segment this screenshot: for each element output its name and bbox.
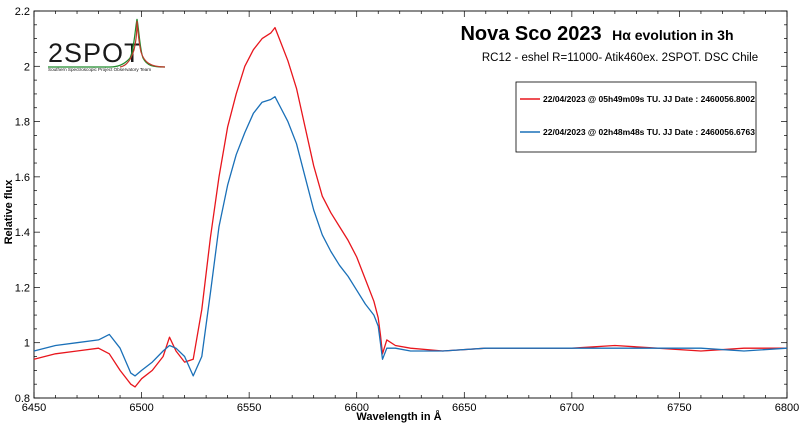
y-tick-label: 1.2	[15, 282, 30, 294]
y-tick-label: 1	[24, 338, 30, 350]
legend-label-1: 22/04/2023 @ 05h49m09s TU. JJ Date : 246…	[543, 94, 755, 104]
y-tick-label: 2.2	[15, 6, 30, 18]
x-axis-title: Wavelength in Å	[356, 410, 441, 423]
y-tick-label: 1.6	[15, 172, 30, 184]
logo-spectrum-overlay	[119, 20, 166, 68]
legend-label-2: 22/04/2023 @ 02h48m48s TU. JJ Date : 246…	[543, 127, 755, 137]
y-axis-title: Relative flux	[3, 179, 15, 245]
legend-items: 22/04/2023 @ 05h49m09s TU. JJ Date : 246…	[520, 94, 755, 137]
x-tick-label: 6650	[452, 402, 476, 414]
chart-title: Nova Sco 2023 Hα evolution in 3h	[460, 23, 733, 45]
y-tick-label: 0.8	[15, 393, 30, 405]
x-tick-label: 6750	[667, 402, 691, 414]
y-tick-label: 2	[24, 61, 30, 73]
plot-area: 6450 6500 6550 6600 6650 6700 6750 6800 0.8 1 1.2 1…	[15, 6, 800, 414]
chart-title-suffix: Hα evolution in 3h	[612, 27, 733, 43]
x-tick-label: 6450	[22, 402, 46, 414]
chart-subtitle: RC12 - eshel R=11000- Atik460ex. 2SPOT. …	[482, 52, 758, 64]
series-line-1	[33, 26, 787, 388]
y-tick-label: 1.8	[15, 117, 30, 129]
logo: 2SPOT Southern Spectroscopic Project Obs…	[48, 18, 166, 72]
logo-tagline: Southern Spectroscopic Project Observato…	[48, 67, 151, 72]
x-tick-label: 6800	[775, 402, 799, 414]
x-tick-label: 6700	[560, 402, 584, 414]
chart-title-main: Nova Sco 2023	[460, 23, 601, 45]
logo-spectrum-icon	[48, 18, 166, 68]
series-line-2	[33, 96, 788, 377]
x-tick-label: 6550	[237, 402, 261, 414]
x-tick-label: 6600	[344, 402, 368, 414]
legend: 22/04/2023 @ 05h49m09s TU. JJ Date : 246…	[515, 81, 757, 153]
x-tick-label: 6500	[129, 402, 153, 414]
y-tick-label: 1.4	[15, 227, 30, 239]
legend-box	[515, 81, 757, 153]
